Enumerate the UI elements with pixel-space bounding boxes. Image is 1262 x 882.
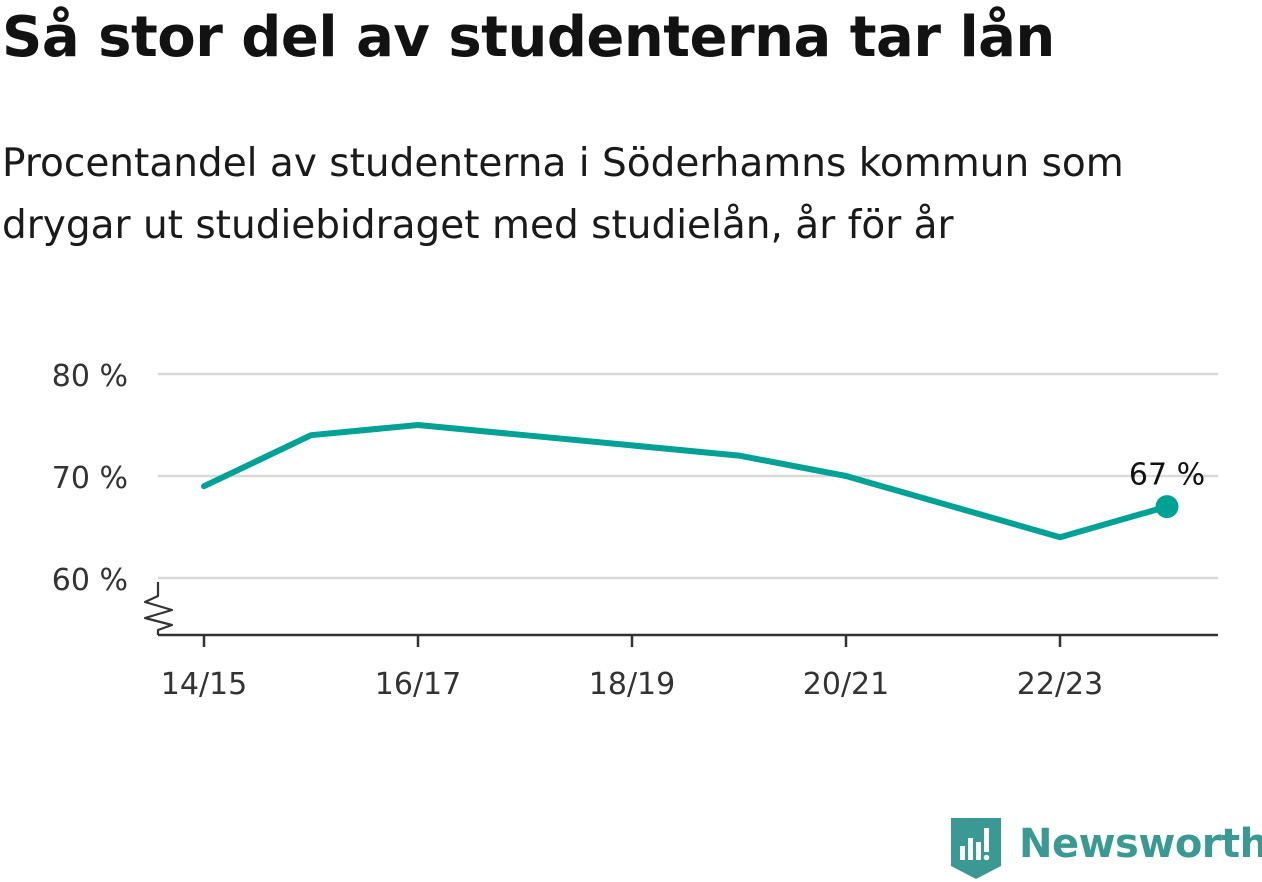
- newsworthy-logo-icon: [951, 818, 1001, 879]
- chart-subtitle: Procentandel av studenterna i Söderhamns…: [2, 141, 1124, 248]
- newsworthy-brand: Newsworthy: [951, 818, 1262, 882]
- series-line: [201, 422, 1170, 541]
- x-tick-label: 18/19: [589, 667, 675, 702]
- x-axis: [143, 582, 1218, 637]
- series-layer: 67 %: [201, 422, 1205, 541]
- chart-title: Så stor del av studenterna tar lån: [2, 5, 1055, 70]
- y-tick-label: 80 %: [52, 359, 128, 394]
- y-tick-label: 70 %: [52, 461, 128, 496]
- x-tick-label: 20/21: [803, 667, 889, 702]
- y-tick-label: 60 %: [52, 563, 128, 598]
- x-tick-label: 14/15: [161, 667, 247, 702]
- x-tick-label: 22/23: [1017, 667, 1103, 702]
- x-axis-ticks: 14/15 16/17 18/19 20/21 22/23: [161, 635, 1103, 702]
- x-tick-label: 16/17: [375, 667, 461, 702]
- line-chart: 60 % 70 % 80 % 14/15 16/17 18/19 20/21 22/23 6…: [52, 359, 1218, 702]
- y-axis-ticks: 60 % 70 % 80 %: [52, 359, 128, 598]
- end-value-label: 67 %: [1129, 458, 1205, 493]
- brand-name: Newsworthy: [1019, 821, 1262, 867]
- gridlines: [158, 372, 1218, 580]
- y-axis-break: [143, 582, 174, 635]
- end-point-marker: [1155, 495, 1179, 519]
